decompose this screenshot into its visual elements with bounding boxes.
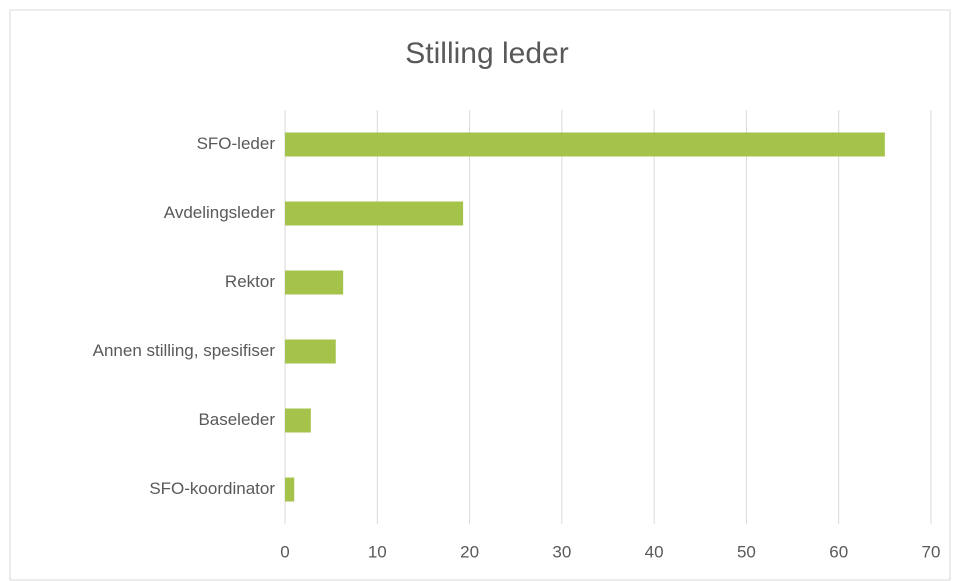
x-tick-label: 60 (829, 542, 848, 561)
x-tick-label: 70 (922, 542, 941, 561)
bar (285, 408, 311, 433)
x-tick-label: 50 (737, 542, 756, 561)
chart-border (9, 9, 951, 581)
x-tick-label: 40 (645, 542, 664, 561)
y-tick-label: SFO-leder (197, 134, 276, 153)
bar (285, 132, 885, 157)
x-tick-label: 0 (280, 542, 289, 561)
y-tick-label: Baseleder (198, 410, 275, 429)
x-tick-label: 20 (460, 542, 479, 561)
bar (285, 339, 336, 364)
y-tick-label: SFO-koordinator (149, 479, 275, 498)
x-tick-label: 10 (368, 542, 387, 561)
y-tick-label: Rektor (225, 272, 275, 291)
y-tick-label: Annen stilling, spesifiser (93, 341, 276, 360)
y-tick-label: Avdelingsleder (164, 203, 276, 222)
bar (285, 477, 295, 502)
x-tick-label: 30 (552, 542, 571, 561)
chart-title: Stilling leder (405, 37, 568, 70)
bar (285, 201, 464, 226)
bar (285, 270, 344, 295)
